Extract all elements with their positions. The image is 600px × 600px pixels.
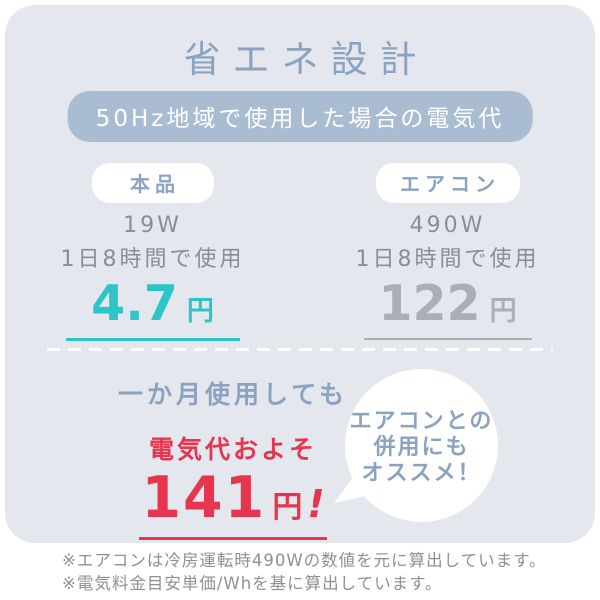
product-usage: 1日8時間で使用 (60, 247, 245, 272)
product-underline (65, 337, 240, 341)
energy-saving-card: 省エネ設計 50Hz地域で使用した場合の電気代 本品 19W 1日8時間で使用 … (5, 5, 595, 543)
aircon-price-value: 122 (378, 275, 481, 332)
monthly-cost-block: 一か月使用しても 電気代およそ 141 円 ! (73, 375, 393, 540)
monthly-lead-text: 一か月使用しても (117, 380, 348, 409)
aircon-badge: エアコン (375, 163, 520, 203)
monthly-underline (139, 536, 327, 540)
speech-bubble: エアコンとの 併用にも オススメ！ (345, 369, 498, 522)
footnote-rate-basis: ※電気料金目安単価/Whを基に算出しています。 (62, 574, 443, 593)
aircon-usage: 1日8時間で使用 (355, 247, 540, 272)
page-title: 省エネ設計 (183, 38, 429, 81)
footnotes: ※エアコンは冷房運転時490Wの数値を元に算出しています。 ※電気料金目安単価/… (62, 549, 547, 595)
aircon-price-unit: 円 (489, 296, 517, 327)
product-column: 本品 19W 1日8時間で使用 4.7 円 (5, 163, 300, 341)
monthly-price-unit: 円 (272, 490, 303, 525)
aircon-underline (363, 337, 532, 340)
bubble-text-line2: 併用にも (373, 435, 470, 460)
aircon-wattage: 490W (409, 213, 486, 238)
aircon-price: 122 円 (378, 277, 516, 331)
product-badge: 本品 (91, 163, 214, 203)
monthly-price: 141 円 ! (73, 465, 393, 532)
product-price-unit: 円 (186, 296, 214, 327)
product-wattage: 19W (123, 213, 182, 238)
bubble-text-line1: エアコンとの (349, 409, 494, 434)
monthly-price-value: 141 (141, 465, 267, 531)
comparison-row: 本品 19W 1日8時間で使用 4.7 円 エアコン 490W 1日8時間で使用… (5, 163, 595, 341)
monthly-price-exclamation: ! (307, 482, 325, 526)
product-price-value: 4.7 (91, 275, 178, 332)
product-price: 4.7 円 (91, 277, 214, 331)
footnote-aircon-basis: ※エアコンは冷房運転時490Wの数値を元に算出しています。 (62, 551, 547, 570)
subtitle-badge: 50Hz地域で使用した場合の電気代 (67, 91, 533, 142)
dashed-divider (47, 348, 553, 351)
aircon-column: エアコン 490W 1日8時間で使用 122 円 (300, 163, 595, 341)
monthly-cost-label: 電気代およそ (148, 435, 317, 464)
bubble-text-line3: オススメ！ (361, 461, 482, 486)
